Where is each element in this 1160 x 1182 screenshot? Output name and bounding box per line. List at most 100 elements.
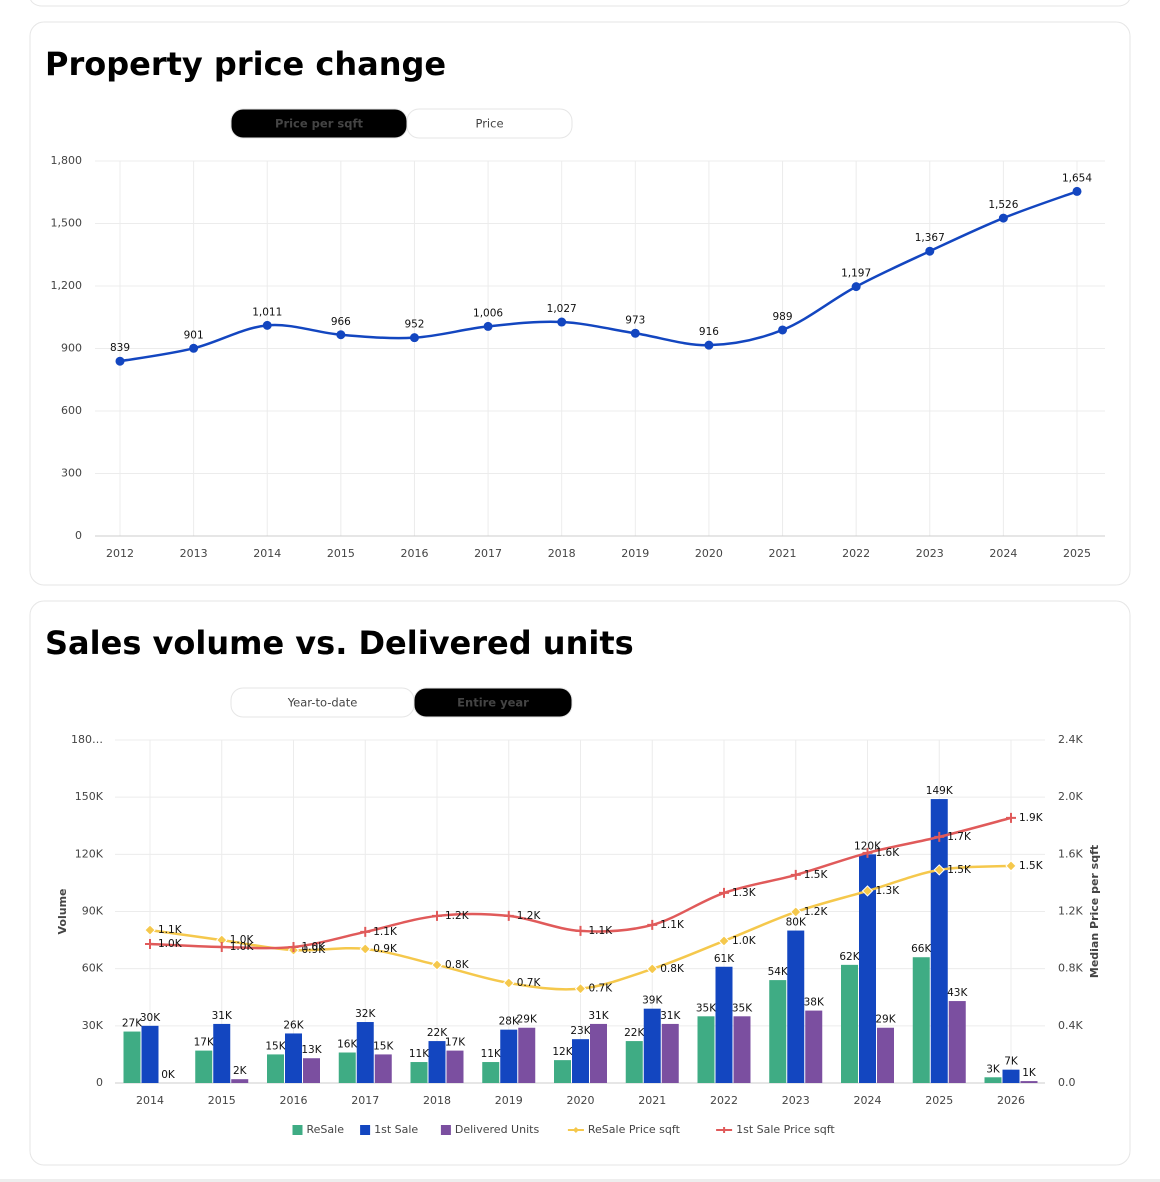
x-tick-label: 2013 xyxy=(180,547,208,560)
card xyxy=(29,21,1131,586)
point xyxy=(925,246,935,256)
tab-label[interactable]: Entire year xyxy=(457,696,529,710)
data-label: 1,006 xyxy=(473,307,503,319)
y2-tick-label: 2.0K xyxy=(1058,790,1083,803)
data-label: 1.0K xyxy=(732,935,757,947)
x-tick-label: 2014 xyxy=(253,547,281,560)
data-label: 35K xyxy=(732,1002,753,1014)
point xyxy=(262,320,272,330)
point xyxy=(790,869,801,880)
data-label: 3K xyxy=(986,1063,1001,1075)
point xyxy=(432,910,442,921)
data-label: 43K xyxy=(947,987,968,999)
point xyxy=(557,317,567,327)
data-label: 1.1K xyxy=(589,925,614,937)
data-label: 901 xyxy=(184,329,204,341)
legend-label: Delivered Units xyxy=(455,1123,540,1136)
y2-axis-title: Median Price per sqft xyxy=(1088,845,1101,978)
bar xyxy=(1002,1069,1020,1083)
legend-swatch xyxy=(360,1125,371,1135)
data-label: 1.0K xyxy=(158,938,183,950)
data-label: 31K xyxy=(212,1010,233,1022)
data-label: 973 xyxy=(625,314,645,326)
data-label: 31K xyxy=(588,1010,609,1022)
tab-label[interactable]: Price per sqft xyxy=(275,117,363,131)
data-label: 39K xyxy=(642,995,663,1007)
tab-label[interactable]: Price xyxy=(475,117,503,131)
data-label: 1,027 xyxy=(547,303,577,315)
point xyxy=(575,925,586,936)
bar xyxy=(141,1025,159,1083)
data-label: 15K xyxy=(373,1040,394,1052)
bar xyxy=(877,1027,894,1083)
data-label: 0.9K xyxy=(302,944,327,956)
data-label: 27K xyxy=(122,1018,143,1030)
card-title: Property price change xyxy=(45,45,446,83)
data-label: 1.7K xyxy=(947,831,972,843)
data-label: 62K xyxy=(839,951,860,963)
bar xyxy=(303,1058,320,1083)
x-tick-label: 2016 xyxy=(400,547,428,560)
bar xyxy=(195,1050,213,1083)
point xyxy=(933,864,945,876)
data-label: 1K xyxy=(1022,1067,1037,1079)
legend-label: 1st Sale xyxy=(374,1123,418,1136)
data-label: 120K xyxy=(854,840,882,852)
x-tick-label: 2016 xyxy=(280,1094,308,1107)
data-label: 30K xyxy=(140,1012,161,1024)
data-label: 1.1K xyxy=(373,926,398,938)
y-tick-label: 1,500 xyxy=(51,217,83,230)
tab-label[interactable]: Year-to-date xyxy=(287,696,358,710)
legend-swatch xyxy=(440,1125,451,1135)
bar xyxy=(841,964,858,1083)
point xyxy=(503,910,514,921)
y-tick-label: 60K xyxy=(82,962,104,975)
x-tick-label: 2012 xyxy=(106,547,134,560)
data-label: 80K xyxy=(786,917,807,929)
data-label: 66K xyxy=(911,943,932,955)
x-tick-label: 2026 xyxy=(997,1094,1025,1107)
point xyxy=(216,941,227,952)
point xyxy=(189,343,199,353)
data-label: 22K xyxy=(427,1027,448,1039)
point xyxy=(574,982,587,995)
data-label: 38K xyxy=(804,997,825,1009)
bar xyxy=(123,1031,141,1083)
y2-tick-label: 1.2K xyxy=(1058,905,1083,918)
data-label: 1.6K xyxy=(876,847,901,859)
bar xyxy=(554,1060,571,1083)
legend-marker xyxy=(572,1127,579,1133)
point xyxy=(359,943,371,955)
tab[interactable] xyxy=(413,687,573,718)
tab[interactable] xyxy=(406,108,573,139)
data-label: 989 xyxy=(773,311,793,323)
bar xyxy=(213,1023,231,1083)
data-label: 28K xyxy=(499,1016,520,1028)
line xyxy=(119,190,1078,363)
point xyxy=(503,977,515,989)
x-tick-label: 2025 xyxy=(925,1094,953,1107)
point xyxy=(431,959,443,971)
data-label: 1,197 xyxy=(841,268,871,280)
legend-swatch xyxy=(292,1125,303,1135)
data-label: 7K xyxy=(1004,1056,1019,1068)
y2-tick-label: 0.0 xyxy=(1058,1076,1076,1089)
data-label: 13K xyxy=(301,1044,322,1056)
x-tick-label: 2019 xyxy=(495,1094,523,1107)
data-label: 839 xyxy=(110,342,130,354)
data-label: 1.0K xyxy=(230,941,255,953)
bar xyxy=(482,1062,500,1083)
bar xyxy=(697,1016,715,1083)
bar xyxy=(643,1008,661,1083)
data-label: 16K xyxy=(337,1039,358,1051)
bar xyxy=(661,1023,679,1083)
y-tick-label: 300 xyxy=(61,467,82,480)
y-tick-label: 1,200 xyxy=(51,279,83,292)
bar xyxy=(446,1050,464,1083)
card-title: Sales volume vs. Delivered units xyxy=(45,624,634,662)
data-label: 0.9K xyxy=(373,943,398,955)
bar xyxy=(410,1062,428,1083)
point xyxy=(719,887,729,898)
point xyxy=(861,885,874,897)
x-tick-label: 2021 xyxy=(769,547,797,560)
